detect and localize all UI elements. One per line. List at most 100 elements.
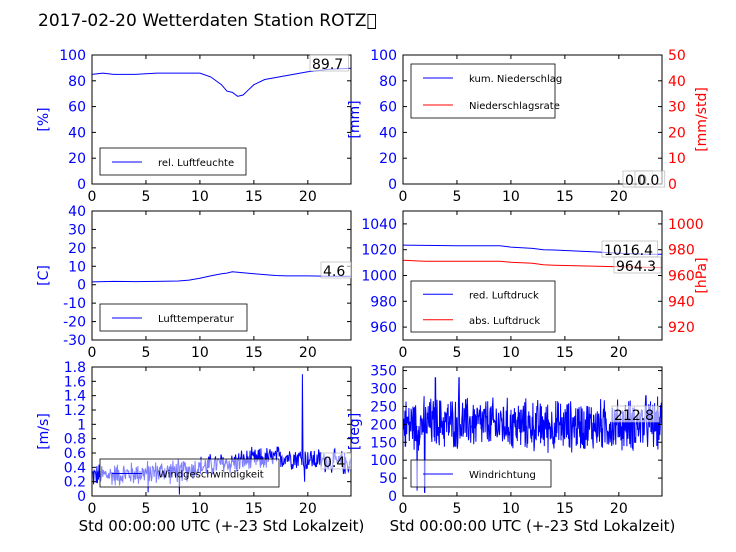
y-tick-label: 150 — [370, 435, 397, 451]
y2-axis-label: [hPa] — [694, 257, 710, 293]
x-tick-label: 15 — [245, 189, 263, 205]
y2-tick-label: 30 — [668, 100, 686, 116]
last-value-label: 0.4 — [323, 455, 345, 471]
last-value-label: 4.6 — [323, 264, 345, 280]
legend-box — [410, 280, 556, 333]
y-tick-label: 100 — [59, 48, 86, 64]
x-tick-label: 10 — [502, 189, 520, 205]
y-tick-label: 80 — [68, 74, 86, 90]
legend-label: Windgeschwindigkeit — [158, 470, 264, 481]
y-tick-label: -30 — [63, 333, 86, 349]
y-tick-label: 1.4 — [64, 389, 86, 405]
y-tick-label: 1 — [77, 417, 86, 433]
x-tick-label: 10 — [502, 501, 520, 517]
y-tick-label: 0.6 — [64, 446, 86, 462]
last-value-box — [613, 256, 662, 274]
x-tick-label: 5 — [452, 501, 461, 517]
x-tick-label: 10 — [191, 345, 209, 361]
y2-tick-label: 40 — [668, 74, 686, 90]
x-tick-label: 10 — [502, 345, 520, 361]
y-axis-label: [%] — [36, 107, 52, 131]
y2-tick-label: 50 — [668, 48, 686, 64]
plot-frame — [91, 54, 352, 185]
y-tick-label: 80 — [379, 74, 397, 90]
y-tick-label: 0 — [388, 489, 397, 505]
y2-tick-label: 0 — [668, 177, 677, 193]
last-value-box — [309, 54, 349, 72]
x-tick-label: 15 — [556, 345, 574, 361]
y-tick-label: 20 — [68, 151, 86, 167]
y-tick-label: 100 — [370, 48, 397, 64]
y-tick-label: 300 — [370, 382, 397, 398]
x-tick-label: 20 — [299, 189, 317, 205]
legend-label: Windrichtung — [469, 470, 536, 481]
legend-label: kum. Niederschlag — [469, 74, 562, 85]
y-tick-label: 20 — [379, 151, 397, 167]
y-tick-label: 0.2 — [64, 475, 86, 491]
x-tick-label: 0 — [399, 345, 408, 361]
y-tick-label: 200 — [370, 417, 397, 433]
x-tick-label: 15 — [245, 345, 263, 361]
last-value-box — [634, 170, 666, 188]
last-value-box — [320, 261, 352, 279]
x-tick-label: 0 — [88, 345, 97, 361]
x-tick-label: 15 — [556, 189, 574, 205]
series-line-1 — [91, 67, 352, 97]
x-tick-label: 0 — [88, 501, 97, 517]
y2-tick-label: 980 — [668, 243, 695, 259]
y-tick-label: 60 — [68, 100, 86, 116]
y-tick-label: 30 — [68, 222, 86, 238]
x-tick-label: 0 — [399, 189, 408, 205]
y-axis-label: [mm] — [347, 100, 363, 138]
last-value-label: 964.3 — [616, 259, 656, 275]
y-tick-label: -20 — [63, 315, 86, 331]
chart-panel-2: 0 5 10 15 20 0 20 40 60 80 100 0 10 20 30 40 50 [mm] [mm/s… — [347, 48, 710, 205]
y-tick-label: 60 — [379, 100, 397, 116]
x-tick-label: 5 — [452, 345, 461, 361]
y-tick-label: 40 — [68, 125, 86, 141]
x-tick-label: 0 — [399, 501, 408, 517]
legend-label: Niederschlagsrate — [469, 101, 560, 112]
y-tick-label: 100 — [370, 453, 397, 469]
x-axis-label: Std 00:00:00 UTC (+-23 Std Lokalzeit) — [390, 517, 676, 535]
x-tick-label: 20 — [299, 345, 317, 361]
y-tick-label: 0.8 — [64, 432, 86, 448]
y-tick-label: 980 — [370, 294, 397, 310]
chart-panel-4: 0 5 10 15 20 960 980 1000 1020 1040 920 940 960 980 10… — [361, 210, 710, 361]
legend-label: abs. Luftdruck — [469, 316, 540, 327]
series-line-1 — [402, 377, 663, 493]
y-tick-label: 1040 — [361, 217, 397, 233]
plot-frame — [91, 366, 352, 497]
last-value-box — [611, 405, 660, 423]
last-value-label: 212.8 — [614, 408, 654, 424]
x-tick-label: 10 — [191, 189, 209, 205]
x-tick-label: 5 — [141, 501, 150, 517]
y-tick-label: 1000 — [361, 269, 397, 285]
y-tick-label: 40 — [68, 204, 86, 220]
y2-tick-label: 960 — [668, 269, 695, 285]
legend-box — [410, 63, 556, 119]
x-tick-label: 20 — [610, 501, 628, 517]
y-tick-label: 0 — [77, 177, 86, 193]
last-value-label: 89.7 — [312, 57, 343, 73]
x-tick-label: 0 — [88, 189, 97, 205]
x-tick-label: 20 — [299, 501, 317, 517]
y2-tick-label: 20 — [668, 125, 686, 141]
y-axis-label: [deg] — [347, 413, 363, 450]
y-tick-label: 0 — [388, 177, 397, 193]
y-tick-label: 10 — [68, 259, 86, 275]
chart-panel-5: 0 5 10 15 2000.20.40.60.811.21.41.61.8[m/s]S… — [36, 360, 364, 535]
y-tick-label: 250 — [370, 399, 397, 415]
y2-tick-label: 940 — [668, 294, 695, 310]
plot-frame — [402, 54, 663, 185]
y-axis-label: [m/s] — [36, 413, 52, 450]
y-tick-label: 1020 — [361, 243, 397, 259]
y-tick-label: 20 — [68, 241, 86, 257]
x-tick-label: 5 — [141, 345, 150, 361]
x-axis-label: Std 00:00:00 UTC (+-23 Std Lokalzeit) — [79, 517, 365, 535]
y-axis-label: [C] — [36, 265, 52, 286]
legend-label: rel. Luftfeuchte — [158, 158, 234, 169]
y-tick-label: 1.2 — [64, 403, 86, 419]
